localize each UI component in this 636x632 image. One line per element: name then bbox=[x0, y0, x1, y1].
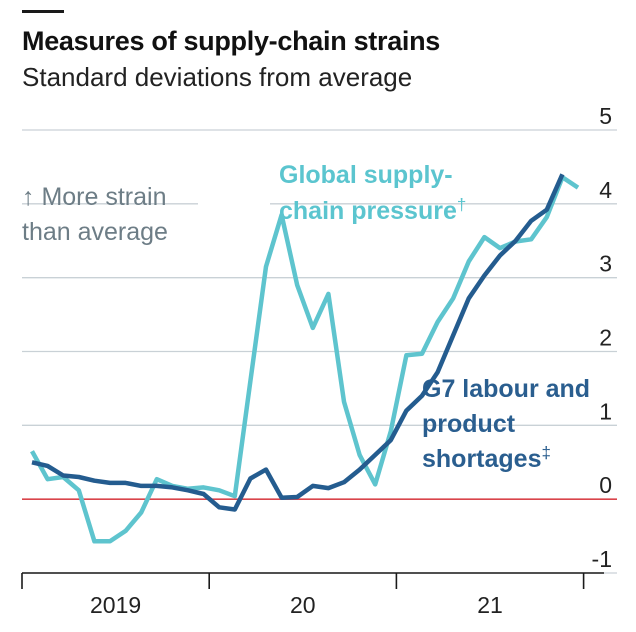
strain-annotation-line2: than average bbox=[22, 218, 168, 246]
y-tick-label: 5 bbox=[599, 103, 612, 129]
strain-annotation-line1: ↑ More strain bbox=[22, 183, 166, 211]
g7-series-label-line3: shortages‡ bbox=[422, 443, 551, 473]
x-axis: 2019 20 21 bbox=[21, 572, 604, 618]
g7-series-label-line2: product bbox=[422, 410, 516, 438]
y-tick-label: 0 bbox=[599, 472, 612, 498]
y-tick-label: 1 bbox=[599, 398, 612, 424]
x-tick-label: 20 bbox=[290, 592, 316, 618]
top-rule bbox=[22, 10, 64, 13]
y-tick-label: -1 bbox=[592, 546, 612, 572]
x-tick-label: 21 bbox=[477, 592, 503, 618]
y-tick-labels: 5 4 3 2 1 0 -1 bbox=[592, 103, 613, 572]
annotations: ↑ More strain than average Global supply… bbox=[22, 161, 590, 473]
global-series-label-line1: Global supply- bbox=[279, 161, 453, 189]
global-supply-chain-pressure-line bbox=[30, 175, 580, 544]
y-tick-label: 2 bbox=[599, 325, 612, 351]
global-series-label-line2: chain pressure† bbox=[279, 195, 466, 225]
series-lines bbox=[30, 173, 580, 544]
g7-shortages-line bbox=[31, 173, 565, 512]
y-tick-label: 3 bbox=[599, 251, 612, 277]
x-tick-label: 2019 bbox=[90, 592, 141, 618]
g7-series-label-line1: G7 labour and bbox=[422, 375, 590, 403]
chart-subtitle: Standard deviations from average bbox=[22, 62, 413, 92]
chart-title: Measures of supply-chain strains bbox=[22, 26, 441, 56]
y-tick-label: 4 bbox=[599, 177, 612, 203]
